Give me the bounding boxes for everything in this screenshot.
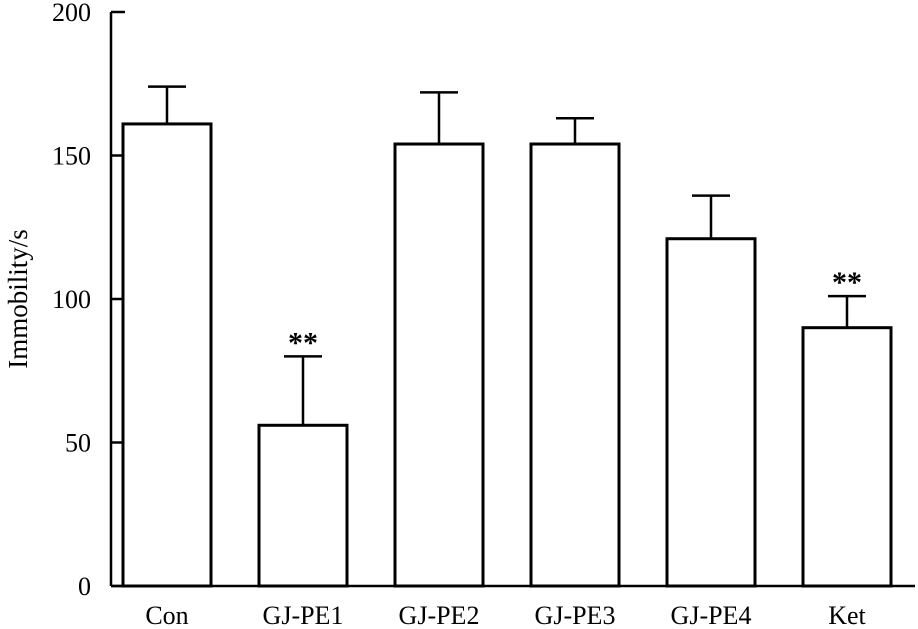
y-tick-label: 50: [65, 429, 91, 458]
bar-ket: [801, 326, 893, 588]
bar-gj-pe4: [665, 237, 757, 588]
bar-gj-pe1: [257, 423, 349, 588]
y-axis: 0 50 100 150 200: [52, 0, 125, 601]
significance-marker: **: [832, 266, 862, 299]
y-axis-title: Immobility/s: [3, 229, 33, 369]
significance-group: ** **: [288, 266, 862, 359]
x-tick-label: GJ-PE3: [535, 601, 616, 629]
y-tick-label: 150: [52, 142, 91, 171]
bar-gj-pe2: [393, 142, 485, 588]
x-tick-label: GJ-PE2: [399, 601, 480, 629]
bar-con: [121, 122, 213, 588]
bars-group: [121, 122, 893, 588]
y-tick-label: 0: [78, 572, 91, 601]
error-bars-group: [148, 85, 866, 426]
x-tick-label: Con: [145, 601, 188, 629]
y-tick-label: 100: [52, 285, 91, 314]
y-tick-label: 200: [52, 0, 91, 27]
significance-marker: **: [288, 326, 318, 359]
x-tick-label: Ket: [828, 601, 866, 629]
bar-gj-pe3: [529, 142, 621, 588]
x-tick-label: GJ-PE4: [671, 601, 752, 629]
x-tick-label: GJ-PE1: [263, 601, 344, 629]
category-labels-group: Con GJ-PE1 GJ-PE2 GJ-PE3 GJ-PE4 Ket: [145, 601, 866, 629]
